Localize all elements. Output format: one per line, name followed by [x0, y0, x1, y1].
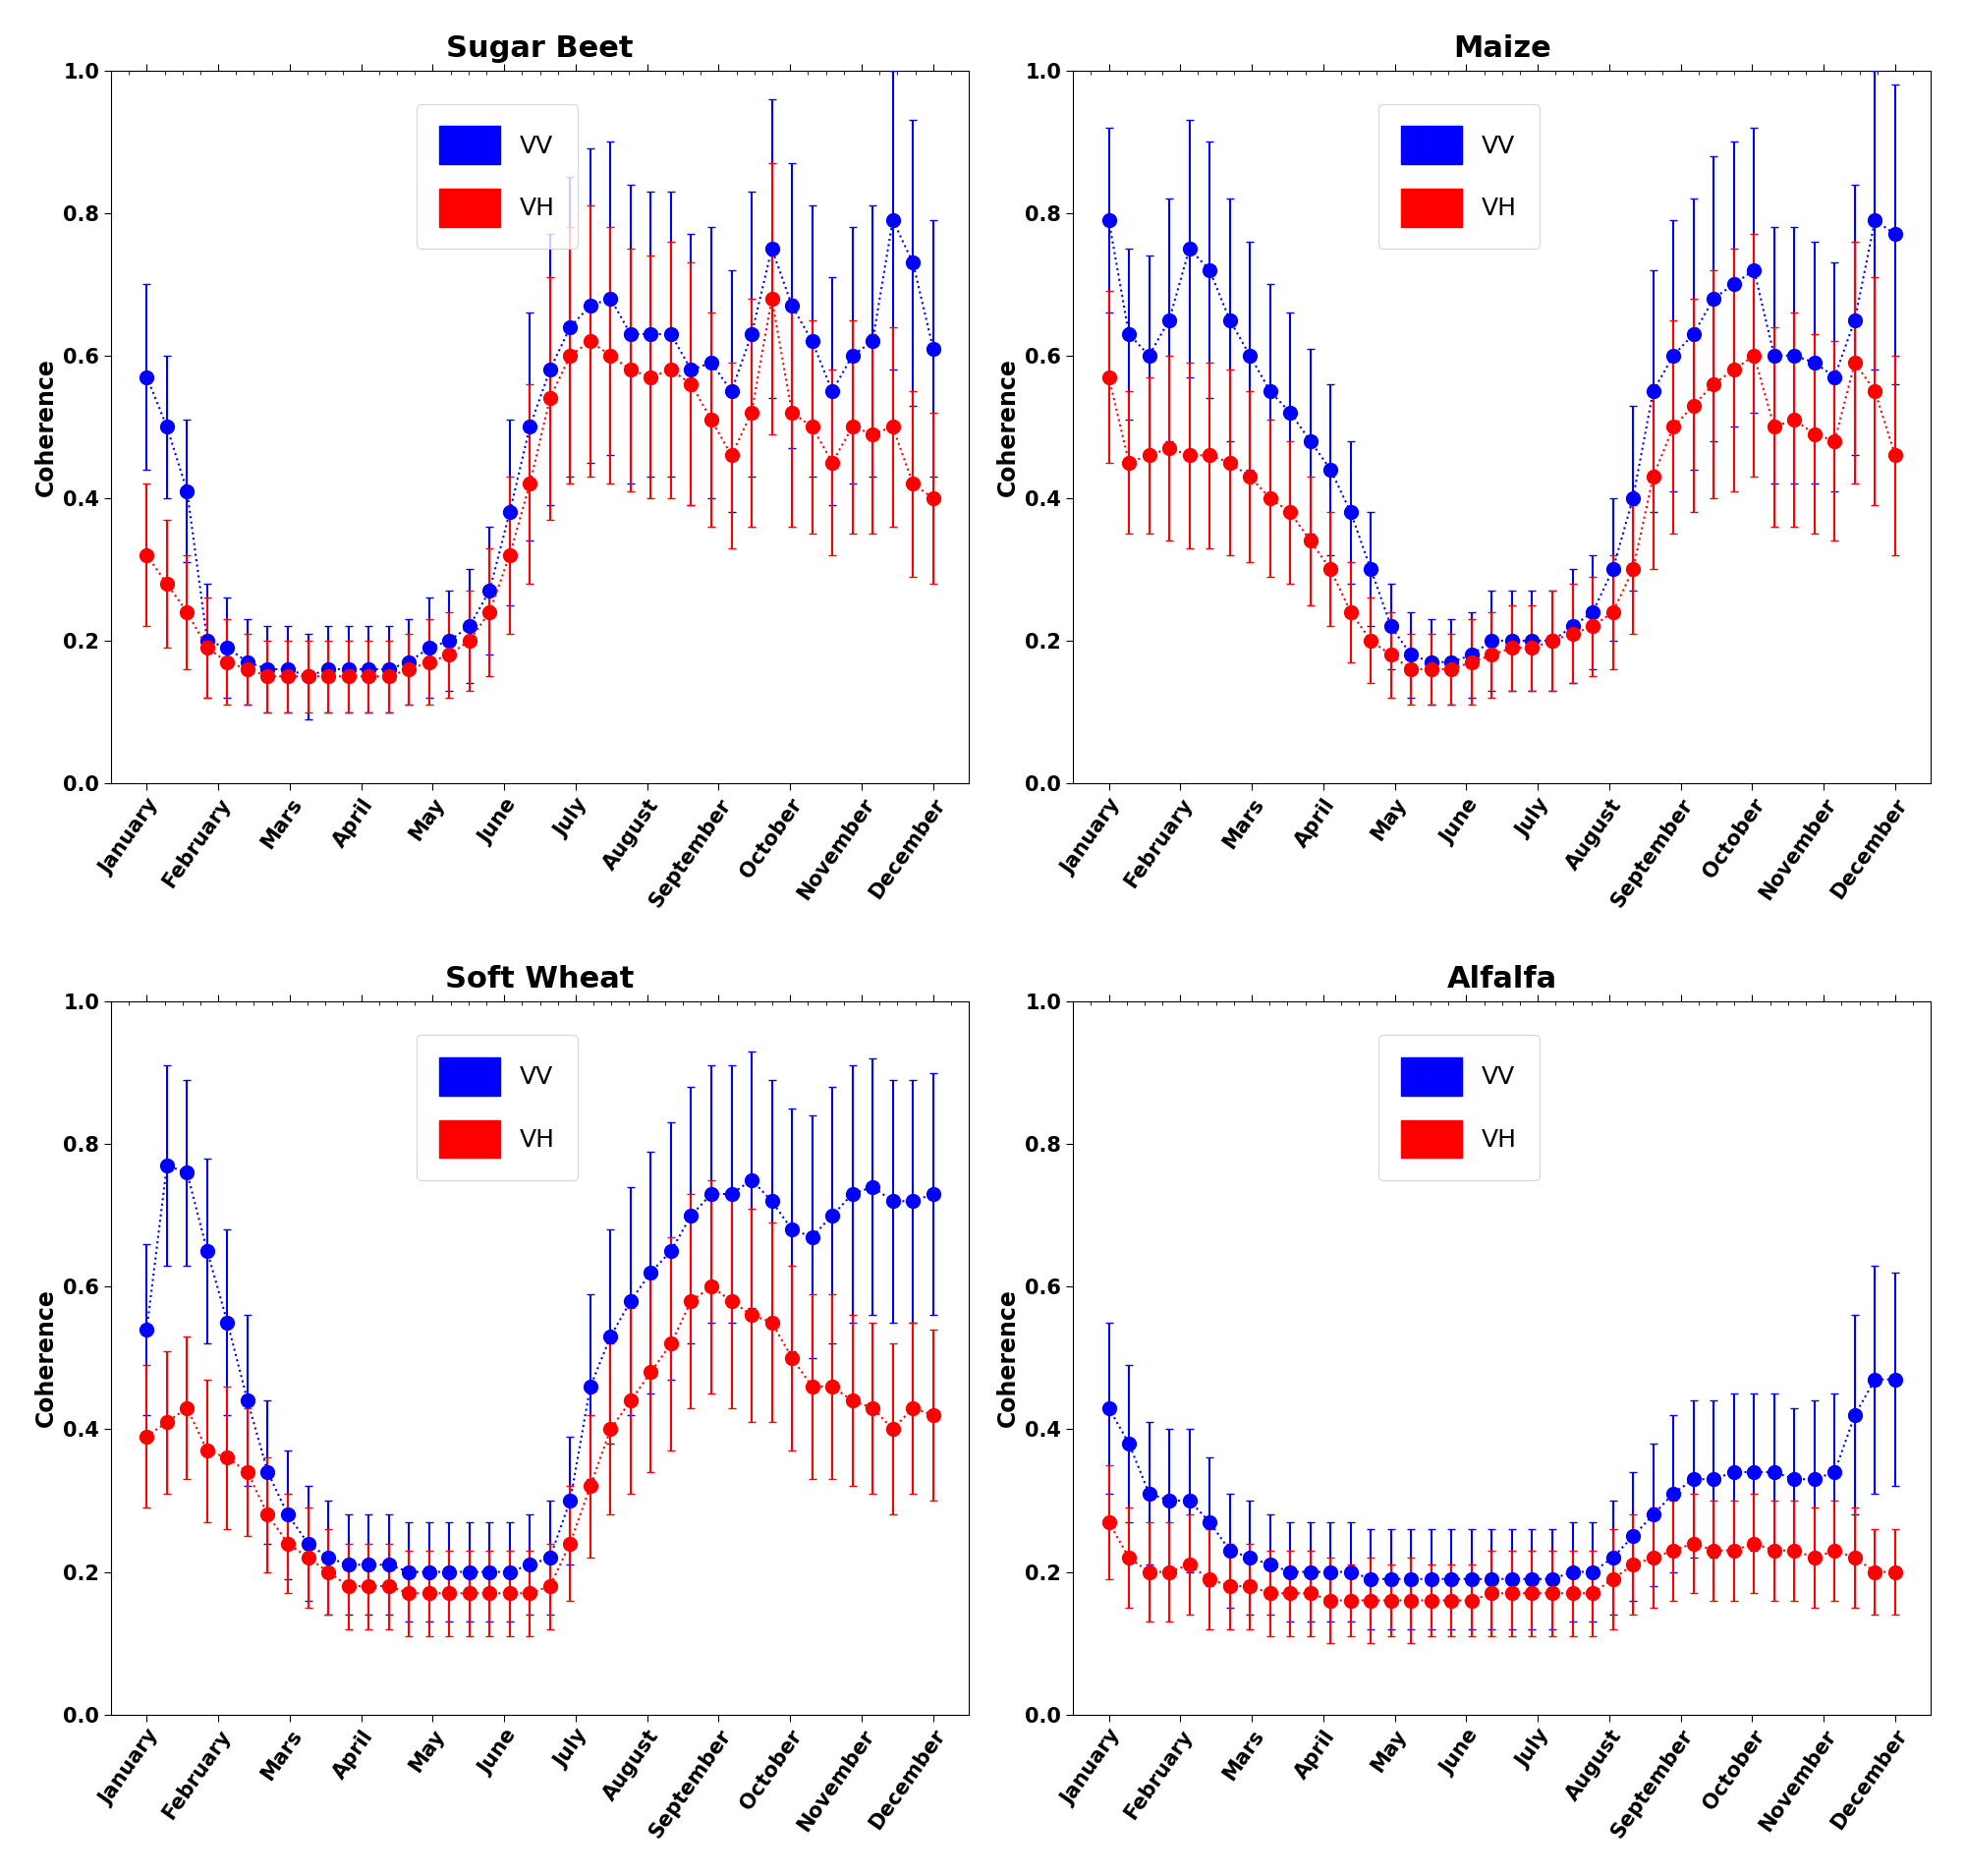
Y-axis label: Coherence: Coherence: [33, 358, 57, 495]
Legend: VV, VH: VV, VH: [417, 1036, 578, 1180]
Title: Maize: Maize: [1452, 34, 1550, 62]
Y-axis label: Coherence: Coherence: [996, 358, 1020, 495]
Title: Alfalfa: Alfalfa: [1446, 966, 1556, 994]
Title: Sugar Beet: Sugar Beet: [446, 34, 633, 62]
Legend: VV, VH: VV, VH: [1379, 1036, 1539, 1180]
Legend: VV, VH: VV, VH: [1379, 103, 1539, 250]
Legend: VV, VH: VV, VH: [417, 103, 578, 250]
Y-axis label: Coherence: Coherence: [996, 1289, 1020, 1428]
Title: Soft Wheat: Soft Wheat: [446, 966, 635, 994]
Y-axis label: Coherence: Coherence: [33, 1289, 57, 1428]
